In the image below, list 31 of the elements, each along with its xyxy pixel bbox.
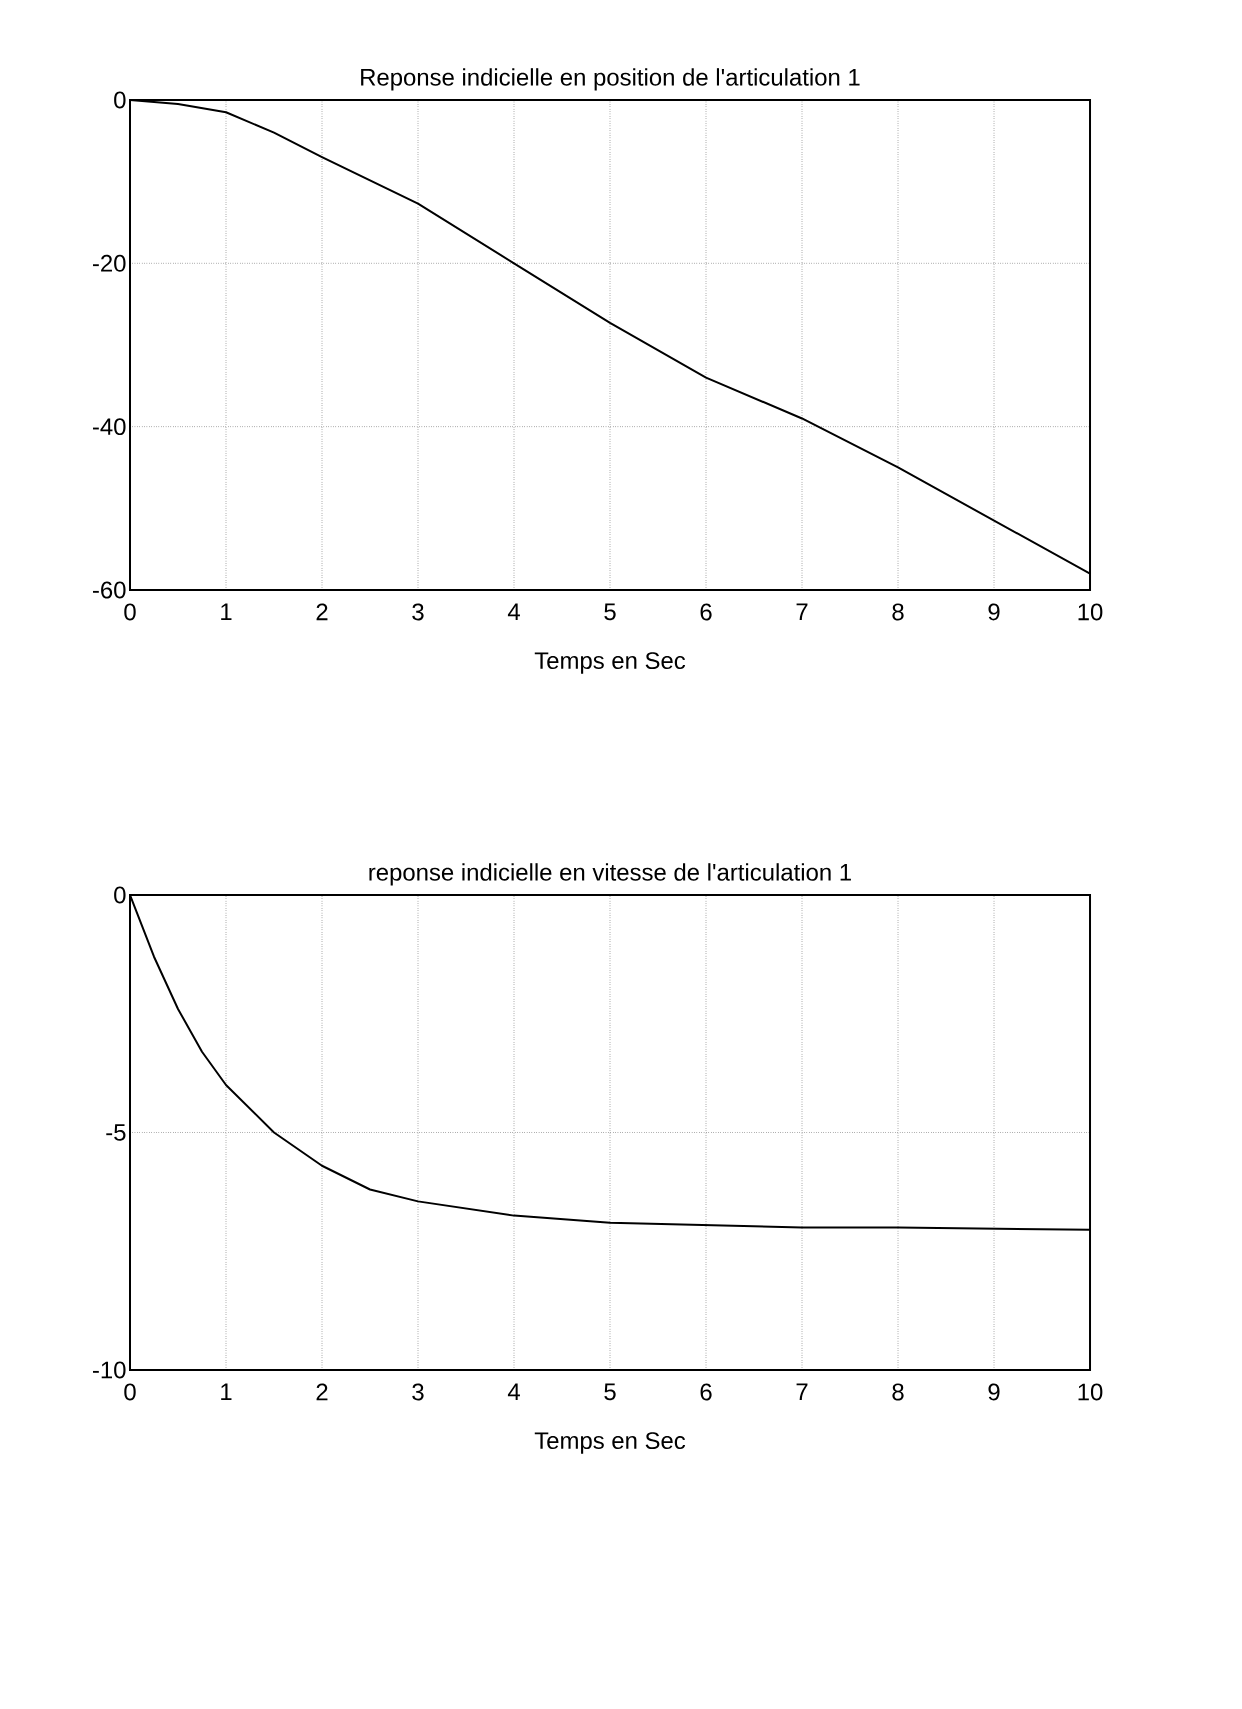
y-tick-label: -40 bbox=[92, 418, 126, 436]
x-tick-label: 9 bbox=[988, 1383, 1000, 1401]
chart-title: reponse indicielle en vitesse de l'articulation 1 bbox=[369, 863, 851, 886]
x-tick-label: 2 bbox=[316, 1383, 328, 1401]
y-tick-label: 0 bbox=[114, 91, 126, 109]
x-tick-label: 4 bbox=[507, 1383, 520, 1400]
x-tick-label: 6 bbox=[700, 603, 712, 621]
x-tick-label: 5 bbox=[604, 1383, 616, 1401]
x-tick-label: 8 bbox=[892, 1383, 904, 1401]
x-tick-label: 10 bbox=[1078, 1383, 1103, 1401]
y-tick-label: 0 bbox=[114, 886, 126, 904]
chart-title: Reponse indicielle en position de l'articulation 1 bbox=[361, 68, 860, 91]
x-tick-label: 4 bbox=[507, 603, 520, 620]
y-tick-label: -5 bbox=[106, 1124, 126, 1141]
x-tick-label: 10 bbox=[1078, 603, 1103, 621]
y-tick-label: -60 bbox=[92, 581, 126, 599]
x-tick-label: 9 bbox=[988, 603, 1000, 621]
x-tick-label: 1 bbox=[221, 603, 232, 620]
x-tick-label: 6 bbox=[700, 1383, 712, 1401]
x-axis-title: Temps en Sec bbox=[534, 652, 686, 674]
y-tick-label: -10 bbox=[92, 1361, 126, 1379]
x-tick-label: 7 bbox=[796, 1383, 808, 1400]
x-axis-title: Temps en Sec bbox=[534, 1432, 686, 1454]
x-tick-label: 3 bbox=[412, 603, 424, 621]
x-tick-label: 5 bbox=[604, 603, 616, 621]
x-tick-label: 2 bbox=[316, 603, 328, 621]
x-tick-label: 7 bbox=[796, 603, 808, 620]
x-tick-label: 3 bbox=[412, 1383, 424, 1401]
y-tick-label: -20 bbox=[92, 254, 126, 272]
x-tick-label: 1 bbox=[221, 1383, 232, 1400]
x-tick-label: 8 bbox=[892, 603, 904, 621]
